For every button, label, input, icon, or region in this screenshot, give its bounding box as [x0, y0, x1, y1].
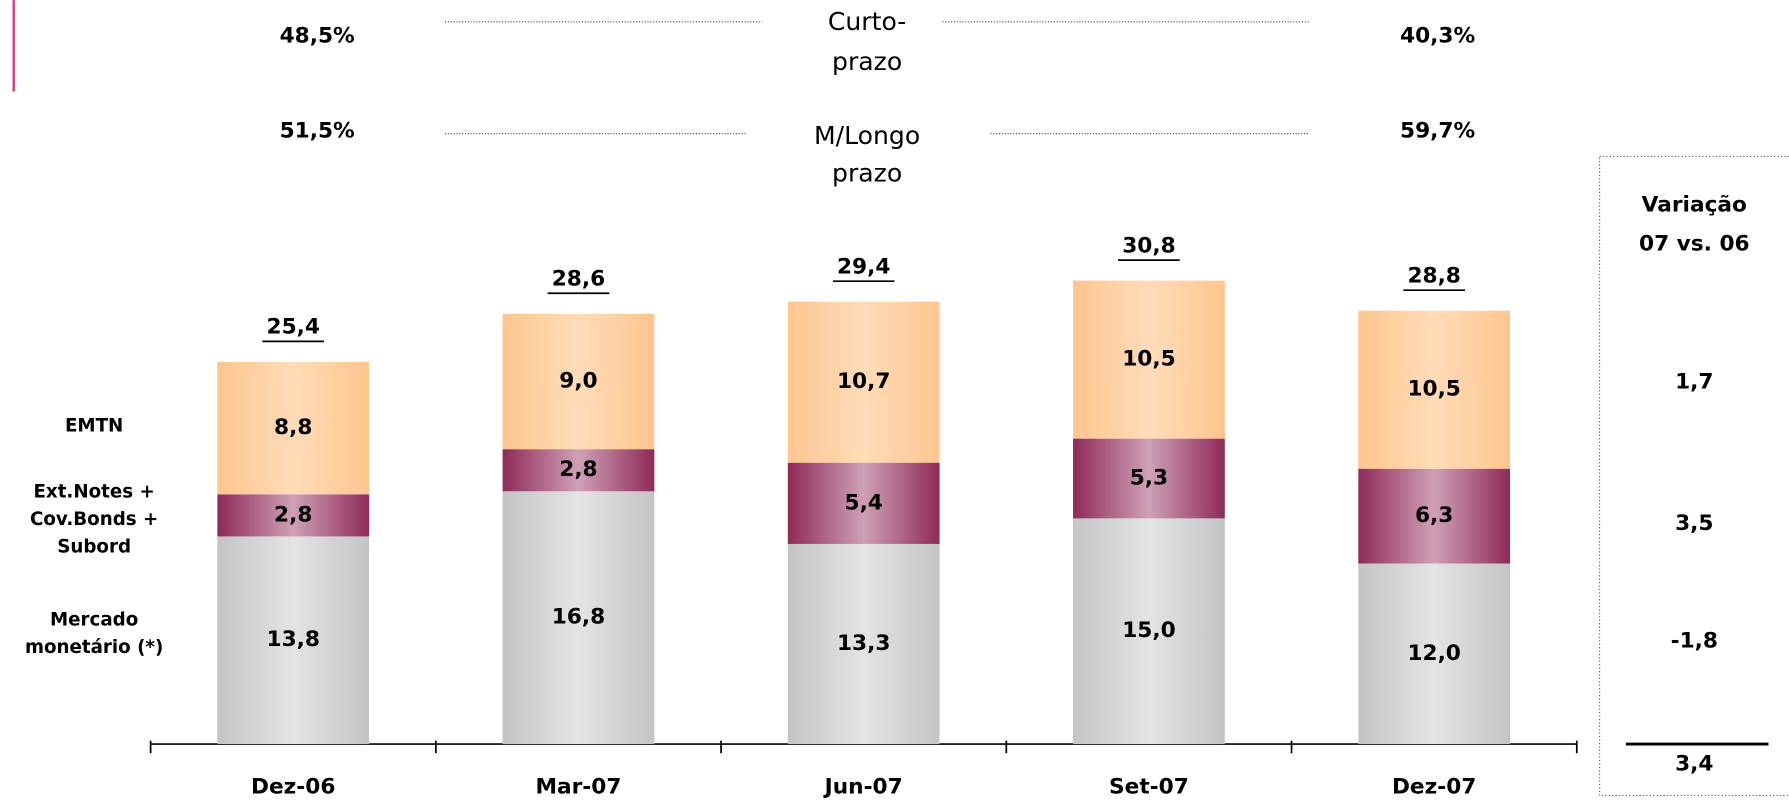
data-label: 12,0 — [1407, 641, 1460, 666]
legend-label: Ext.Notes + Cov.Bonds + Subord — [29, 480, 159, 557]
x-tick-label: Dez-07 — [1392, 774, 1476, 799]
total-label: 28,8 — [1407, 264, 1460, 289]
data-label: 15,0 — [1122, 618, 1175, 643]
data-label: 9,0 — [559, 368, 597, 393]
data-label: 13,8 — [267, 627, 320, 652]
maturity-end: 40,3% — [1400, 24, 1475, 49]
data-label: 2,8 — [274, 502, 312, 527]
bar-segment — [787, 543, 940, 745]
data-label: 10,5 — [1407, 377, 1460, 402]
data-label: 2,8 — [559, 457, 597, 482]
maturity-label: prazo — [832, 47, 902, 76]
variation-value: -1,8 — [1671, 628, 1718, 653]
variation-total: 3,4 — [1675, 752, 1713, 777]
variation-value: 3,5 — [1675, 511, 1713, 536]
legend-label: Mercado monetário (*) — [24, 608, 164, 658]
total-label: 25,4 — [267, 315, 320, 340]
variation-box — [1599, 155, 1789, 796]
maturity-start: 51,5% — [280, 118, 355, 143]
variation-title: 07 vs. 06 — [1639, 231, 1750, 256]
maturity-label: M/Longo — [814, 121, 920, 150]
total-label: 28,6 — [552, 267, 605, 292]
legend-label: EMTN — [64, 413, 124, 436]
bar-segment — [1073, 518, 1225, 745]
x-tick-label: Dez-06 — [251, 774, 335, 799]
variation-value: 1,7 — [1675, 369, 1713, 394]
bar-segment — [217, 361, 370, 495]
data-label: 6,3 — [1415, 503, 1453, 528]
bar-segment — [502, 313, 655, 450]
total-label: 30,8 — [1122, 233, 1175, 258]
x-tick-label: Set-07 — [1109, 774, 1189, 799]
data-label: 8,8 — [274, 415, 312, 440]
bar-segment — [502, 449, 655, 492]
bar-segment — [1358, 310, 1511, 469]
bar-segment — [1073, 280, 1225, 439]
legend-item: Ext.Notes + Cov.Bonds + Subord — [29, 480, 159, 557]
data-label: 10,7 — [837, 369, 890, 394]
legend-item: Mercado monetário (*) — [24, 608, 164, 658]
bar-segment — [1358, 563, 1511, 745]
maturity-start: 48,5% — [280, 24, 355, 49]
variation-title: Variação — [1642, 193, 1747, 218]
bar-segment — [1358, 468, 1511, 564]
total-label: 29,4 — [837, 254, 890, 279]
bar-segment — [787, 462, 940, 544]
data-label: 10,5 — [1122, 347, 1175, 372]
data-label: 5,4 — [845, 490, 883, 515]
bar-segment — [787, 301, 940, 463]
bar-segment — [1073, 438, 1225, 519]
x-tick-label: Jun-07 — [823, 774, 903, 799]
legend-item: EMTN — [64, 413, 124, 436]
maturity-label: Curto- — [828, 7, 906, 36]
data-label: 16,8 — [552, 605, 605, 630]
data-label: 13,3 — [837, 631, 890, 656]
data-label: 5,3 — [1130, 465, 1168, 490]
maturity-end: 59,7% — [1400, 118, 1475, 143]
x-tick-label: Mar-07 — [535, 774, 621, 799]
maturity-label: prazo — [832, 159, 902, 188]
bar-segment — [502, 491, 655, 745]
bar-segment — [217, 494, 370, 537]
bar-segment — [217, 536, 370, 745]
